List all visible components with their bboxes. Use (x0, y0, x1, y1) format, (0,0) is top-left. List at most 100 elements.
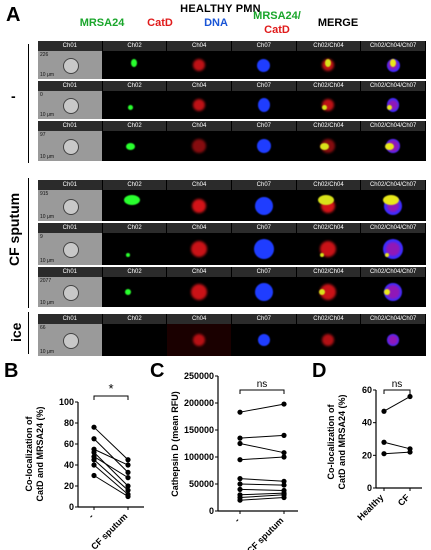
brightfield-cell (62, 139, 79, 155)
image-cell: Ch02/Ch04 (296, 314, 361, 356)
data-point (125, 487, 131, 493)
merge-catd-signal (386, 285, 401, 299)
merge-overlay-signal (384, 289, 391, 295)
y-tick-label: 0 (367, 483, 372, 493)
data-point (237, 497, 243, 503)
channel-label: Ch02/Ch04 (296, 121, 361, 131)
data-point (407, 393, 413, 400)
catd-signal (322, 334, 335, 346)
channel-label: Ch02/Ch04 (296, 267, 361, 277)
series-line (93, 456, 129, 479)
image-cell: Ch01 915 10 μm (38, 180, 102, 221)
image-cell: Ch02 (102, 41, 167, 79)
data-point (281, 494, 287, 501)
data-point (125, 493, 131, 500)
significance-bracket (93, 395, 129, 400)
series-line (239, 403, 285, 413)
catd-signal (191, 284, 208, 300)
catd-signal (192, 139, 207, 153)
image-cell: Ch01 9 10 μm (38, 223, 102, 265)
series-line (93, 452, 129, 487)
image-cell: Ch04 (167, 81, 231, 119)
y-axis-label: Co-localization of (24, 416, 34, 492)
data-point (91, 472, 97, 479)
channel-label: Ch04 (167, 180, 231, 190)
channel-label: Ch01 (38, 121, 102, 131)
channel-label: Ch07 (232, 180, 296, 190)
image-cell: Ch02/Ch04/Ch07 (361, 267, 425, 307)
image-cell: Ch01 226 10 μm (38, 41, 102, 79)
series-line (239, 483, 285, 486)
significance-bracket (239, 389, 285, 394)
channel-label: Ch07 (232, 41, 296, 51)
y-tick-label: 60 (64, 439, 74, 449)
catd-signal (320, 241, 337, 257)
channel-label: Ch02 (102, 81, 167, 91)
merge-overlay-signal (390, 59, 397, 67)
dna-signal (253, 239, 274, 259)
data-point (237, 440, 243, 447)
data-point (125, 457, 131, 463)
channel-label: Ch01 (38, 180, 102, 190)
channel-label: Ch02/Ch04/Ch07 (361, 121, 425, 131)
panel-d-letter: D (312, 360, 327, 382)
chart-d: 0 20 40 60 Healthy CF ns Co-localization of CatD… (326, 379, 422, 522)
catd-signal (320, 284, 337, 300)
data-point (91, 424, 97, 430)
image-cell: Ch02/Ch04 (296, 267, 361, 307)
chart-b: 0 20 40 60 80 100 -CF sputum * Co-localization o… (24, 381, 144, 550)
object-number: 226 (40, 52, 49, 58)
catd-signal (193, 59, 206, 71)
image-row: Ch01 9 10 μm Ch02 Ch04 Ch07 Ch02/Ch04 Ch02/Ch04… (38, 223, 426, 265)
data-point (237, 457, 243, 463)
image-cell: Ch07 (232, 223, 296, 265)
image-cell: Ch04 (167, 121, 231, 161)
y-axis-label: Co-localization of (326, 404, 336, 480)
scale-bar-label: 10 μm (40, 349, 54, 355)
col-header-catd: CatD (147, 17, 173, 29)
merge-overlay-signal (386, 104, 392, 110)
group-label-control: - (11, 88, 16, 104)
image-row: Ch01 226 10 μm Ch02 Ch04 Ch07 Ch02/Ch04 Ch02/Ch… (38, 41, 426, 79)
channel-label: Ch02 (102, 314, 167, 324)
data-point (281, 432, 287, 438)
image-cell: Ch01 66 10 μm (38, 314, 102, 356)
channel-label: Ch04 (167, 223, 231, 233)
series-line (239, 478, 285, 482)
data-point (237, 486, 243, 492)
channel-label: Ch02 (102, 267, 167, 277)
mrsa-signal (131, 59, 138, 67)
data-point (125, 483, 131, 489)
overlay-signal (318, 194, 335, 205)
channel-label: Ch07 (232, 121, 296, 131)
col-header-catd-overlay: CatD (264, 24, 290, 36)
y-tick-label: 20 (64, 481, 74, 491)
y-tick-label: 250000 (184, 371, 214, 381)
data-point (407, 449, 413, 455)
channel-label: Ch01 (38, 223, 102, 233)
data-point (125, 469, 131, 475)
x-category-label: - (232, 515, 241, 524)
dna-signal (254, 196, 273, 215)
image-cell: Ch07 (232, 314, 296, 356)
series-line (239, 434, 285, 439)
merge-catd-signal (388, 100, 399, 110)
data-point (281, 454, 287, 460)
x-category-label: CF sputum (245, 515, 285, 550)
image-cell: Ch02/Ch04/Ch07 (361, 180, 425, 221)
channel-label: Ch02/Ch04 (296, 223, 361, 233)
image-row: Ch01 915 10 μm Ch02 Ch04 Ch07 Ch02/Ch04 Ch02/Ch… (38, 180, 426, 221)
image-cell: Ch02/Ch04 (296, 81, 361, 119)
data-point (281, 478, 287, 484)
merge-overlay-signal (385, 253, 390, 257)
brightfield-cell (62, 58, 79, 74)
image-cell: Ch07 (232, 180, 296, 221)
image-cell: Ch02 (102, 314, 167, 356)
image-cell: Ch07 (232, 267, 296, 307)
series-line (239, 492, 285, 496)
channel-label: Ch04 (167, 314, 231, 324)
data-point (237, 476, 243, 482)
series-line (93, 475, 129, 497)
data-point (281, 401, 287, 407)
significance-label: ns (257, 379, 268, 390)
